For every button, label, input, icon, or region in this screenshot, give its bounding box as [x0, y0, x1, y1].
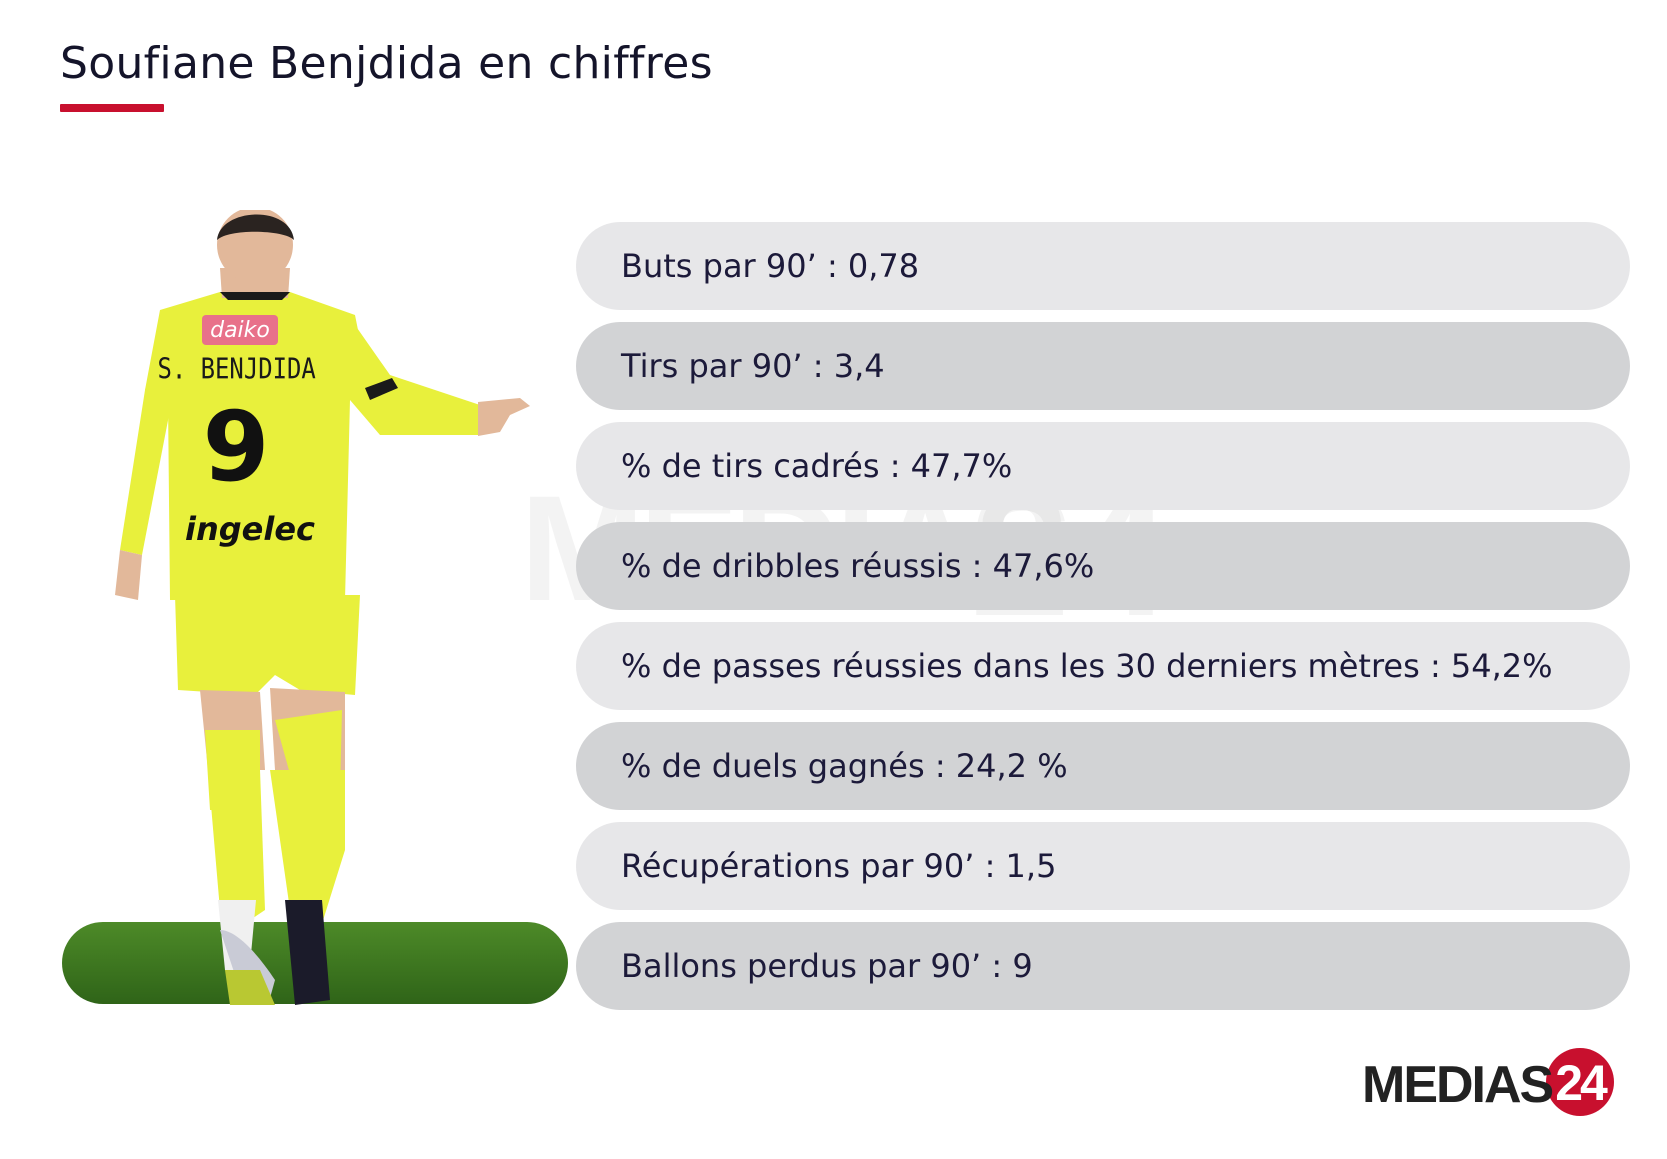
stat-label: Récupérations par 90’ : 1,5	[621, 847, 1057, 885]
stat-shots-on-target: % de tirs cadrés : 47,7%	[576, 422, 1630, 510]
stat-shots-per-90: Tirs par 90’ : 3,4	[576, 322, 1630, 410]
stat-final-third-passes: % de passes réussies dans les 30 dernier…	[576, 622, 1630, 710]
player-photo: daiko S. BENJDIDA 9 ingelec	[62, 210, 568, 1005]
stat-label: % de duels gagnés : 24,2 %	[621, 747, 1068, 785]
stat-balls-lost: Ballons perdus par 90’ : 9	[576, 922, 1630, 1010]
stat-label: % de tirs cadrés : 47,7%	[621, 447, 1013, 485]
jersey-name: S. BENJDIDA	[157, 353, 316, 386]
logo-circle	[1546, 1048, 1614, 1116]
stat-recoveries: Récupérations par 90’ : 1,5	[576, 822, 1630, 910]
stats-list: Buts par 90’ : 0,78 Tirs par 90’ : 3,4 %…	[576, 222, 1630, 1022]
stat-label: % de passes réussies dans les 30 dernier…	[621, 647, 1553, 685]
medias24-logo: 24 MEDIAS	[1362, 1048, 1614, 1116]
logo-number: 24	[1555, 1055, 1608, 1111]
stat-duels-won: % de duels gagnés : 24,2 %	[576, 722, 1630, 810]
stat-label: Ballons perdus par 90’ : 9	[621, 947, 1033, 985]
jersey-sponsor: daiko	[210, 318, 270, 343]
stat-dribbles: % de dribbles réussis : 47,6%	[576, 522, 1630, 610]
stat-label: Tirs par 90’ : 3,4	[621, 347, 885, 385]
stat-label: % de dribbles réussis : 47,6%	[621, 547, 1095, 585]
stat-goals-per-90: Buts par 90’ : 0,78	[576, 222, 1630, 310]
stat-label: Buts par 90’ : 0,78	[621, 247, 920, 285]
title-underline	[60, 104, 164, 112]
jersey-number: 9	[203, 391, 270, 503]
jersey-brand: ingelec	[185, 510, 315, 548]
page-title: Soufiane Benjdida en chiffres	[60, 38, 713, 89]
logo-text: MEDIAS	[1362, 1056, 1553, 1114]
